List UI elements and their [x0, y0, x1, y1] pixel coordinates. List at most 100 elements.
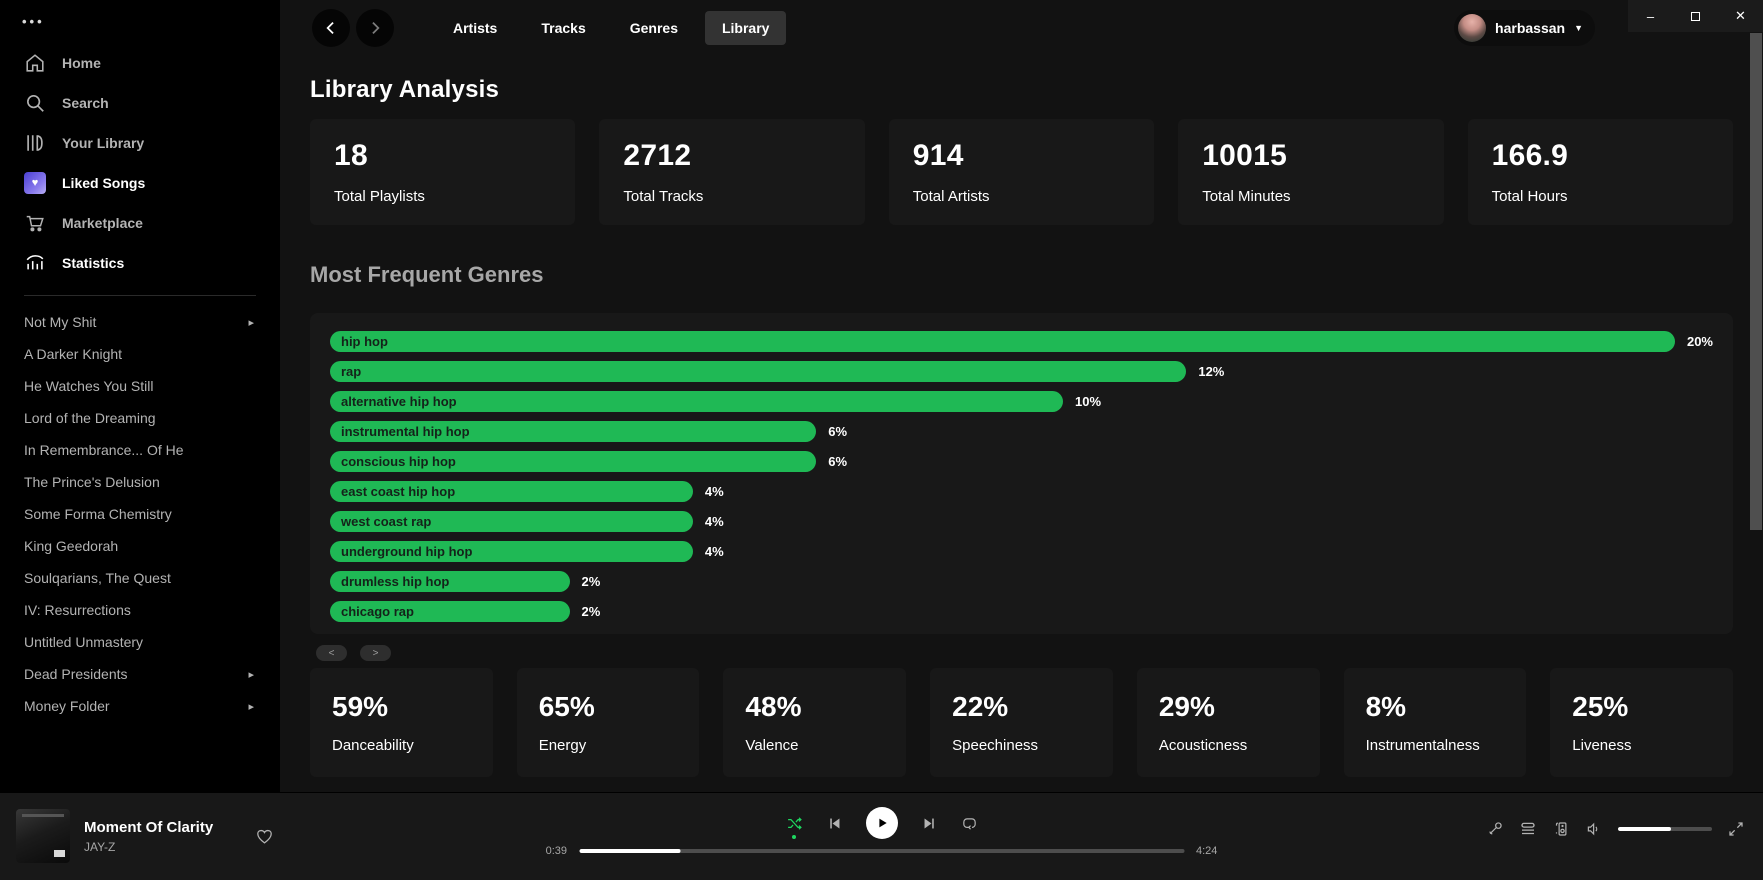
window-controls: – ✕ [1628, 0, 1763, 32]
genre-bar[interactable]: drumless hip hop [330, 570, 570, 592]
user-menu[interactable]: harbassan ▼ [1454, 10, 1595, 46]
shuffle-icon [787, 816, 802, 830]
genre-bar-row: east coast hip hop 4% [330, 476, 1713, 506]
genre-bar[interactable]: conscious hip hop [330, 450, 817, 472]
sidebar-playlist-folder[interactable]: Money Folder ▸ [0, 690, 280, 722]
playlist-label: Not My Shit [24, 314, 97, 330]
playlist-label: In Remembrance... Of He [24, 442, 184, 458]
feature-label: Acousticness [1158, 737, 1248, 754]
forward-button[interactable] [356, 9, 394, 47]
playlist-label: Lord of the Dreaming [24, 410, 156, 426]
player-bar: Moment Of Clarity JAY-Z [0, 792, 1763, 880]
scrollbar-thumb[interactable] [1750, 33, 1762, 530]
sidebar-playlist[interactable]: He Watches You Still [0, 370, 280, 402]
progress-bar[interactable] [579, 849, 1184, 853]
genre-bar-label: west coast rap [341, 513, 432, 529]
queue-icon [1521, 822, 1535, 835]
genre-bar[interactable]: alternative hip hop [330, 390, 1063, 412]
sidebar-playlist[interactable]: Soulqarians, The Quest [0, 562, 280, 594]
genre-bar-value: 12% [1198, 363, 1225, 379]
sidebar-item-search[interactable]: Search [0, 83, 280, 123]
maximize-button[interactable] [1673, 0, 1718, 32]
stats-tabs: Artists Tracks Genres Library [436, 11, 787, 45]
sidebar-playlist[interactable]: IV: Resurrections [0, 594, 280, 626]
feature-label: Danceability [332, 737, 414, 754]
playlist-label: Dead Presidents [24, 666, 128, 682]
sidebar-playlist-folder[interactable]: Dead Presidents ▸ [0, 658, 280, 690]
tab-tracks[interactable]: Tracks [541, 20, 586, 36]
genre-bar-label: conscious hip hop [341, 453, 456, 469]
heart-icon [257, 829, 273, 844]
genre-bar-row: chicago rap 2% [330, 596, 1713, 626]
sidebar-item-statistics[interactable]: Statistics [0, 243, 280, 283]
genre-bar-label: alternative hip hop [341, 393, 457, 409]
sidebar-playlist[interactable]: The Prince's Delusion [0, 466, 280, 498]
genre-bar[interactable]: east coast hip hop [330, 480, 693, 502]
album-art[interactable] [16, 809, 70, 863]
track-title[interactable]: Moment Of Clarity [84, 818, 214, 836]
sidebar-playlist[interactable]: Some Forma Chemistry [0, 498, 280, 530]
sidebar-playlist[interactable]: A Darker Knight [0, 338, 280, 370]
expand-icon [1729, 822, 1743, 836]
devices-button[interactable] [1552, 820, 1570, 838]
genre-bar[interactable]: west coast rap [330, 510, 693, 532]
sidebar-item-label: Marketplace [62, 215, 143, 231]
minimize-button[interactable]: – [1646, 8, 1655, 24]
genre-bar[interactable]: chicago rap [330, 600, 570, 622]
feature-label: Speechiness [952, 737, 1039, 754]
caret-down-icon: ▼ [1574, 23, 1583, 33]
volume-icon [1587, 822, 1598, 836]
progress-row: 0:39 4:24 [537, 845, 1226, 857]
sidebar-playlist-folder[interactable]: Not My Shit ▸ [0, 306, 280, 338]
volume-fill [1618, 827, 1671, 831]
back-button[interactable] [312, 9, 350, 47]
sidebar-playlist[interactable]: King Geedorah [0, 530, 280, 562]
genre-bar[interactable]: underground hip hop [330, 540, 693, 562]
progress-fill [579, 849, 681, 853]
sidebar-item-marketplace[interactable]: Marketplace [0, 203, 280, 243]
sidebar: ••• Home Search Your Library ♥ Liked Son… [0, 0, 280, 792]
prev-page-button[interactable]: < [316, 645, 347, 661]
repeat-button[interactable] [961, 815, 978, 832]
genre-bar-row: conscious hip hop 6% [330, 446, 1713, 476]
skip-forward-icon [924, 818, 934, 828]
sidebar-playlist[interactable]: Lord of the Dreaming [0, 402, 280, 434]
fullscreen-button[interactable] [1727, 820, 1745, 838]
queue-button[interactable] [1519, 820, 1537, 838]
genre-bar[interactable]: rap [330, 360, 1187, 382]
tab-artists[interactable]: Artists [453, 20, 498, 36]
stat-value: 10015 [1202, 139, 1288, 172]
next-button[interactable] [921, 815, 938, 832]
sidebar-playlist[interactable]: Untitled Unmastery [0, 626, 280, 658]
playlist-label: He Watches You Still [24, 378, 154, 394]
track-artist[interactable]: JAY-Z [84, 839, 116, 854]
feature-value: 25% [1572, 691, 1629, 722]
app-menu-icon[interactable]: ••• [22, 14, 45, 29]
lyrics-button[interactable] [1486, 820, 1504, 838]
tab-library[interactable]: Library [704, 11, 787, 45]
like-button[interactable] [255, 827, 274, 846]
volume-button[interactable] [1585, 820, 1603, 838]
tab-genres[interactable]: Genres [629, 20, 678, 36]
sidebar-item-home[interactable]: Home [0, 43, 280, 83]
library-stats: 18 Total Playlists 2712 Total Tracks 914… [310, 119, 1733, 225]
feature-label: Liveness [1572, 737, 1632, 754]
next-page-button[interactable]: > [360, 645, 391, 661]
shuffle-button[interactable] [786, 815, 803, 832]
stat-label: Total Hours [1491, 188, 1568, 205]
total-time: 4:24 [1196, 845, 1218, 857]
genre-bar[interactable]: hip hop [330, 330, 1675, 352]
genre-bar-value: 6% [828, 453, 848, 469]
genre-bar[interactable]: instrumental hip hop [330, 420, 817, 442]
chevron-left-icon [326, 21, 334, 35]
sidebar-item-liked-songs[interactable]: ♥ Liked Songs [0, 163, 280, 203]
sidebar-playlist[interactable]: In Remembrance... Of He [0, 434, 280, 466]
previous-button[interactable] [826, 815, 843, 832]
avatar [1458, 14, 1487, 42]
close-button[interactable]: ✕ [1735, 8, 1746, 23]
genre-bar-value: 20% [1686, 333, 1713, 349]
sidebar-item-your-library[interactable]: Your Library [0, 123, 280, 163]
volume-slider[interactable] [1618, 827, 1712, 831]
playlist-label: A Darker Knight [24, 346, 123, 362]
play-button[interactable] [865, 807, 898, 839]
